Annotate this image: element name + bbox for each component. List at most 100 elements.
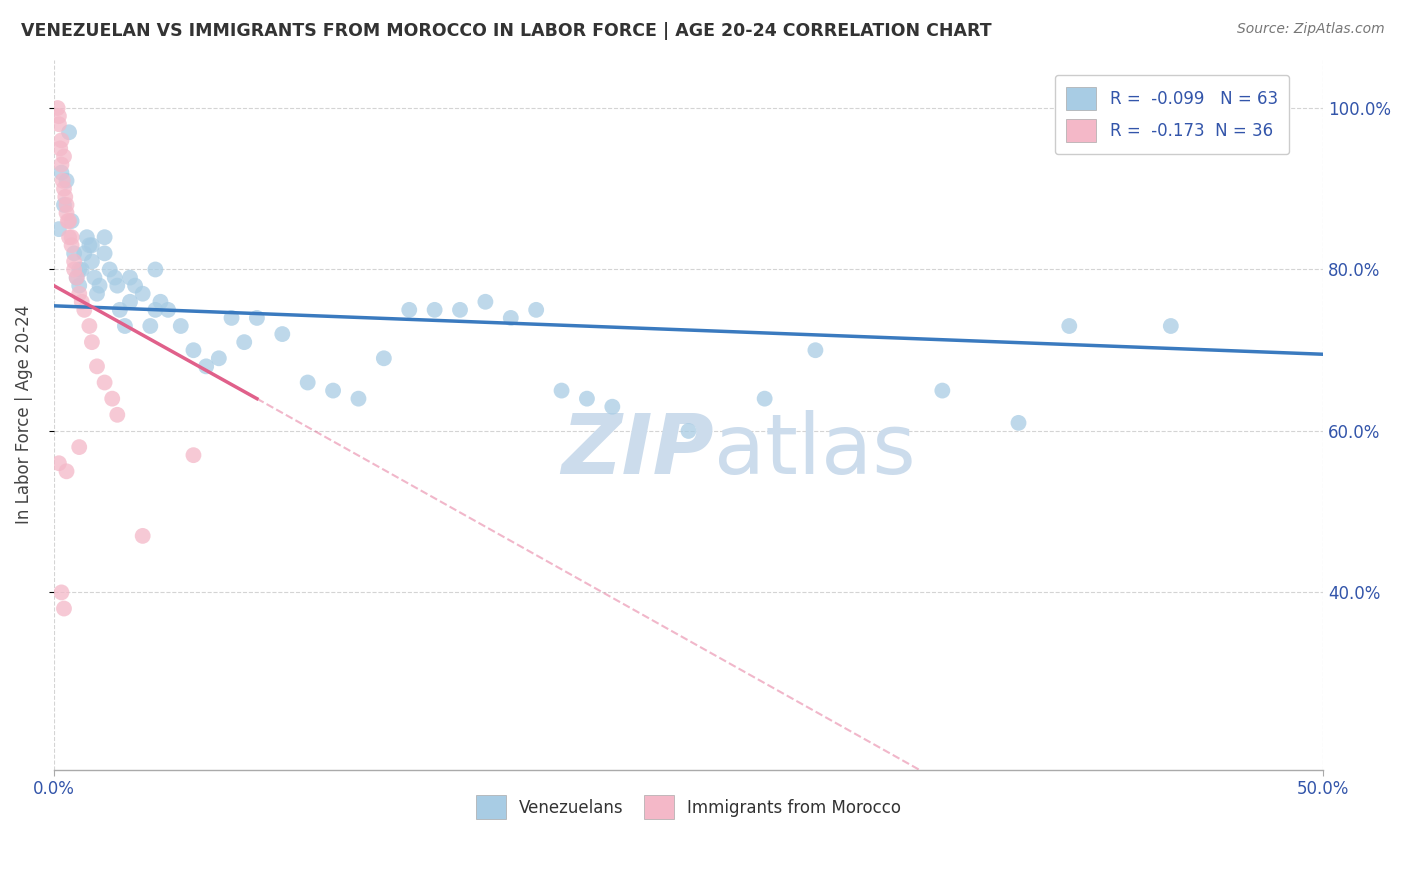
Point (89, 278, 111, 293)
Point (183, 343, 205, 358)
Text: ZIP: ZIP (561, 409, 714, 491)
Point (80, 335, 103, 350)
Y-axis label: In Labor Force | Age 20-24: In Labor Force | Age 20-24 (15, 305, 32, 524)
Text: VENEZUELAN VS IMMIGRANTS FROM MOROCCO IN LABOR FORCE | AGE 20-24 CORRELATION CHA: VENEZUELAN VS IMMIGRANTS FROM MOROCCO IN… (21, 22, 991, 40)
Point (104, 270, 127, 285)
Point (449, 302, 471, 317)
Point (70, 262, 93, 277)
Point (86, 286, 108, 301)
Point (53, 190, 76, 204)
Legend: Venezuelans, Immigrants from Morocco: Venezuelans, Immigrants from Morocco (470, 789, 908, 826)
Point (51, 166, 73, 180)
Point (58, 125, 80, 139)
Point (602, 400, 624, 414)
Point (86, 359, 108, 374)
Point (51, 585, 73, 599)
Point (221, 310, 243, 325)
Point (60, 230, 83, 244)
Point (931, 384, 953, 398)
Point (114, 318, 136, 333)
Point (474, 294, 496, 309)
Point (55, 174, 77, 188)
Point (67, 262, 90, 277)
Point (79, 318, 101, 333)
Point (76, 230, 98, 244)
Point (145, 302, 167, 317)
Point (55, 464, 77, 478)
Point (1059, 318, 1081, 333)
Point (1007, 416, 1029, 430)
Point (51, 133, 73, 147)
Point (550, 384, 572, 398)
Point (347, 392, 370, 406)
Point (195, 359, 218, 374)
Point (67, 278, 90, 293)
Point (66, 270, 89, 285)
Point (58, 230, 80, 244)
Point (63, 262, 86, 277)
Point (149, 294, 172, 309)
Point (183, 448, 205, 462)
Point (499, 310, 522, 325)
Point (101, 392, 124, 406)
Point (93, 246, 115, 260)
Point (46, 101, 69, 115)
Text: Source: ZipAtlas.com: Source: ZipAtlas.com (1237, 22, 1385, 37)
Point (423, 302, 446, 317)
Point (124, 278, 146, 293)
Point (157, 302, 180, 317)
Point (67, 286, 90, 301)
Point (80, 238, 103, 252)
Point (297, 376, 319, 390)
Point (53, 182, 76, 196)
Point (373, 351, 395, 366)
Point (575, 392, 598, 406)
Point (67, 440, 90, 454)
Point (93, 376, 115, 390)
Point (108, 302, 131, 317)
Point (754, 392, 776, 406)
Point (52, 174, 75, 188)
Point (53, 601, 76, 615)
Point (55, 198, 77, 212)
Point (1160, 318, 1182, 333)
Point (322, 384, 344, 398)
Point (145, 262, 167, 277)
Point (233, 335, 256, 350)
Point (56, 214, 79, 228)
Point (66, 270, 89, 285)
Point (271, 327, 294, 342)
Text: atlas: atlas (714, 409, 915, 491)
Point (131, 529, 153, 543)
Point (105, 278, 128, 293)
Point (139, 318, 162, 333)
Point (170, 318, 193, 333)
Point (49, 141, 72, 155)
Point (53, 149, 76, 163)
Point (79, 238, 101, 252)
Point (398, 302, 420, 317)
Point (60, 238, 83, 252)
Point (58, 214, 80, 228)
Point (80, 254, 103, 268)
Point (73, 302, 96, 317)
Point (118, 270, 141, 285)
Point (63, 254, 86, 268)
Point (524, 302, 547, 317)
Point (48, 222, 70, 236)
Point (98, 262, 121, 277)
Point (73, 246, 96, 260)
Point (48, 456, 70, 470)
Point (51, 157, 73, 171)
Point (118, 294, 141, 309)
Point (246, 310, 269, 325)
Point (105, 408, 128, 422)
Point (93, 230, 115, 244)
Point (678, 424, 700, 438)
Point (70, 294, 93, 309)
Point (63, 246, 86, 260)
Point (53, 198, 76, 212)
Point (131, 286, 153, 301)
Point (83, 270, 105, 285)
Point (804, 343, 827, 358)
